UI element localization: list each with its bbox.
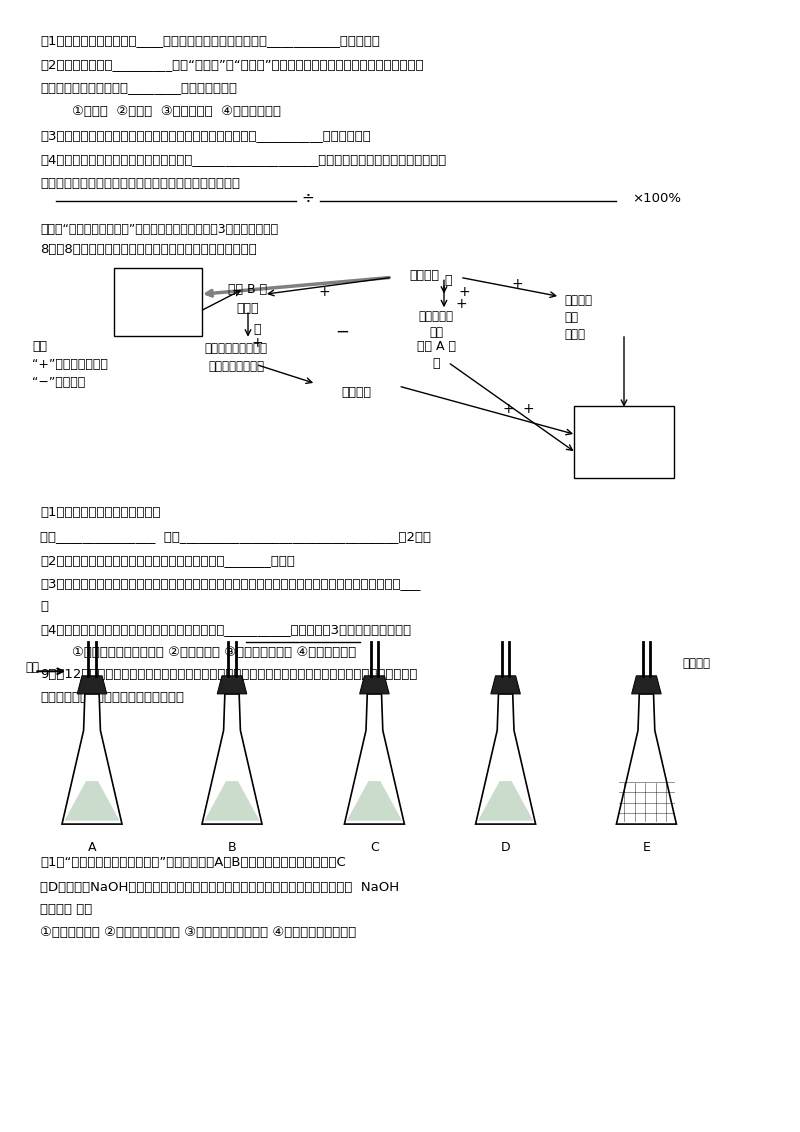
Text: “+”表示促进或刺激: “+”表示促进或刺激 [32,358,108,370]
Text: ①普查法  ②样方法  ③标志重捕法  ④取样器取样法: ①普查法 ②样方法 ③标志重捕法 ④取样器取样法 [72,105,281,118]
Text: C: C [370,841,378,854]
Text: 胞: 胞 [432,357,440,369]
Text: “−”表示抑制: “−”表示抑制 [32,376,86,388]
Text: 8、（8分）下图是某同学构建的人体血糖调节的图解式模型: 8、（8分）下图是某同学构建的人体血糖调节的图解式模型 [40,243,257,256]
Text: 胰岛 A 细: 胰岛 A 细 [417,340,455,352]
Text: 培养液） 溶液: 培养液） 溶液 [40,903,92,916]
Text: 通气: 通气 [26,661,40,674]
Text: ×100%: ×100% [632,192,681,205]
Text: （2）狐、鹰的存在_________（填“有利于”或“不利于”）增加物种的丰富度，若仅调查土壤中小动: （2）狐、鹰的存在_________（填“有利于”或“不利于”）增加物种的丰富度… [40,58,424,70]
Text: （请用“具体生物的同化量”有关文字表示，不得涉及3种及以上生物）: （请用“具体生物的同化量”有关文字表示，不得涉及3种及以上生物） [40,223,278,235]
Text: D: D [501,841,510,854]
Text: （1）图中最长的一条链有____个营养级，该食物网上不包含___________生物成分。: （1）图中最长的一条链有____个营养级，该食物网上不包含___________… [40,34,380,46]
Text: B: B [228,841,236,854]
Text: 关实验研究装置，请回答以下相关问题：: 关实验研究装置，请回答以下相关问题： [40,691,184,703]
Text: ÷: ÷ [302,190,314,205]
Text: +: + [502,402,514,415]
Polygon shape [617,694,677,824]
Text: 胰高血糖素: 胰高血糖素 [418,310,454,323]
Text: 甲：_______________  乙：_________________________________（2分）: 甲：_______________ 乙：____________________… [40,530,431,542]
Text: 胰岛 B 细: 胰岛 B 细 [229,283,267,295]
Text: +: + [318,285,330,299]
Polygon shape [478,781,533,821]
Text: 下丘脑: 下丘脑 [613,417,635,429]
Text: 血糖降低: 血糖降低 [341,386,371,398]
Polygon shape [475,694,536,824]
Polygon shape [202,694,262,824]
Text: 分泌: 分泌 [564,311,578,324]
Text: （3）当血糖浓度过高时，机体通过一系列的生理活动使血糖浓度降低至正常水平，这种调节机制称为___: （3）当血糖浓度过高时，机体通过一系列的生理活动使血糖浓度降低至正常水平，这种调… [40,577,420,590]
Text: 物类群的丰富度，宜采用________（填下面标号）: 物类群的丰富度，宜采用________（填下面标号） [40,82,237,94]
Polygon shape [218,676,246,694]
Text: +: + [158,306,170,319]
Text: （2）胰高血糖素与肾上腺素在血糖的调节过程中起_______作用。: （2）胰高血糖素与肾上腺素在血糖的调节过程中起_______作用。 [40,554,295,566]
Text: A: A [88,841,96,854]
Text: 注：: 注： [32,340,47,352]
Polygon shape [64,781,120,821]
Text: 。: 。 [40,600,48,612]
Text: 分泌胰: 分泌胰 [237,302,259,315]
Text: +: + [512,277,523,291]
FancyBboxPatch shape [574,406,674,478]
Text: 9、！12分）酵母菌是高中生物实验中常用的实验材料。以下是某生物兴趣小组以酵母菌为材料开展的相: 9、！12分）酵母菌是高中生物实验中常用的实验材料。以下是某生物兴趣小组以酵母菌… [40,668,418,680]
Text: ①澄清的石灰水 ②酸性重铬酸钒溶液 ③渴麝香草酚蓝水溶液 ④改良的苯酚品红溶液: ①澄清的石灰水 ②酸性重铬酸钒溶液 ③渴麝香草酚蓝水溶液 ④改良的苯酚品红溶液 [40,926,356,938]
Text: （3）后来由于人类定居，大力发展畜牧业，会使生态系统的__________稳定性降低。: （3）后来由于人类定居，大力发展畜牧业，会使生态系统的__________稳定性… [40,129,370,142]
Text: 分泌: 分泌 [429,326,443,338]
Polygon shape [78,676,106,694]
Text: （1）请补充甲和乙代表的内容：: （1）请补充甲和乙代表的内容： [40,506,161,518]
Text: +: + [252,336,263,350]
Text: ①甲状腺激素的分级调节 ②水平衡调节 ③生物节律的控制 ④维持身体平衡: ①甲状腺激素的分级调节 ②水平衡调节 ③生物节律的控制 ④维持身体平衡 [72,646,356,659]
Polygon shape [619,781,674,821]
Polygon shape [360,676,389,694]
Text: （4）食物链（网）是生态系统能量流动和___________________的渠道，此外，生态系统的功能还有: （4）食物链（网）是生态系统能量流动和___________________的渠… [40,153,446,165]
Text: 。能量从上图中第四营养级流向第五营养级的传递效率是: 。能量从上图中第四营养级流向第五营养级的传递效率是 [40,177,240,189]
Text: 红色液滴: 红色液滴 [682,657,710,669]
FancyBboxPatch shape [114,268,202,336]
Polygon shape [62,694,122,824]
Polygon shape [632,676,661,694]
Polygon shape [491,676,520,694]
Text: 另一区域: 另一区域 [609,440,639,453]
Text: 和D构成乙组NaOH溶液组（酵母菌培养液中的酵母菌培养液是某种溶液。（酵母菌  NaOH: 和D构成乙组NaOH溶液组（酵母菌培养液中的酵母菌培养液是某种溶液。（酵母菌 N… [40,881,399,893]
Polygon shape [345,694,405,824]
Text: +: + [458,285,470,299]
Text: 肾上腺素: 肾上腺素 [564,294,592,307]
Text: 肾上腺: 肾上腺 [564,328,585,341]
Text: 组织细胞加速摄取、: 组织细胞加速摄取、 [205,342,267,354]
Text: 利用和储存葡萄糖: 利用和储存葡萄糖 [208,360,264,372]
Text: 甲: 甲 [254,323,262,335]
Text: 一区域: 一区域 [146,302,170,315]
Text: 下丘脑: 下丘脑 [146,278,170,291]
Polygon shape [205,781,259,821]
Text: 血糖升高: 血糖升高 [409,269,439,282]
Text: 乙: 乙 [444,274,452,286]
Text: （1）“探究酵母菌细胞呼吸方式”实验中，选用A和B装置构成（甲组），再选用C: （1）“探究酵母菌细胞呼吸方式”实验中，选用A和B装置构成（甲组），再选用C [40,856,346,868]
Polygon shape [347,781,402,821]
Text: +: + [522,402,534,415]
Text: −: − [335,323,350,341]
Text: +: + [456,297,468,310]
Text: E: E [642,841,650,854]
Text: （4）下丘脑在人体内除了参与血糖调节外，还参与__________（填标号，3分，仅选错不得分）: （4）下丘脑在人体内除了参与血糖调节外，还参与__________（填标号，3分… [40,623,411,635]
